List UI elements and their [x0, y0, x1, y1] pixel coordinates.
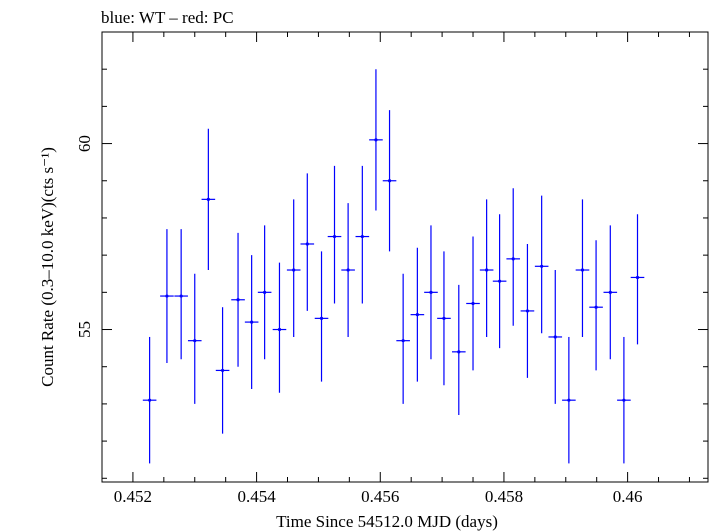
data-point	[603, 225, 618, 360]
data-point	[506, 188, 521, 326]
data-point	[382, 110, 397, 252]
point-marker	[498, 279, 502, 283]
data-point	[231, 232, 245, 367]
plot-border	[101, 31, 709, 483]
point-marker	[471, 301, 475, 306]
y-axis-label: Count Rate (0.3–10.0 keV)(cts s⁻¹)	[38, 147, 57, 387]
point-marker	[525, 309, 530, 313]
data-point	[272, 262, 287, 393]
data-point	[437, 251, 451, 386]
data-point	[174, 229, 188, 360]
point-marker	[374, 138, 378, 142]
point-marker	[220, 368, 225, 373]
data-point	[451, 284, 466, 416]
data-point	[589, 240, 603, 371]
data-point	[286, 199, 301, 337]
point-marker	[635, 275, 640, 280]
data-point	[396, 273, 410, 404]
data-point	[466, 236, 480, 371]
data-point	[562, 336, 576, 464]
plot-frame	[101, 31, 709, 483]
data-point	[187, 273, 202, 404]
data-point	[630, 214, 645, 345]
point-marker	[511, 257, 515, 261]
point-marker	[608, 290, 612, 294]
x-tick-label: 0.452	[114, 487, 152, 506]
point-marker	[567, 398, 571, 402]
data-point	[424, 225, 438, 360]
point-marker	[442, 316, 446, 320]
point-marker	[277, 327, 282, 332]
point-marker	[165, 294, 169, 298]
data-point	[244, 255, 259, 390]
data-point	[492, 214, 507, 349]
x-axis-label: Time Since 54512.0 MJD (days)	[276, 512, 498, 531]
point-marker	[553, 335, 557, 339]
data-point	[534, 195, 549, 334]
point-marker	[594, 305, 598, 309]
point-marker	[148, 398, 152, 402]
data-point	[548, 270, 563, 404]
data-point	[355, 165, 370, 304]
point-marker	[292, 268, 296, 272]
data-point	[369, 69, 383, 211]
point-marker	[179, 294, 183, 298]
data-point	[575, 199, 590, 337]
x-tick-label: 0.46	[613, 487, 643, 506]
data-point	[160, 229, 174, 363]
point-marker	[319, 316, 324, 320]
data-point	[410, 247, 425, 382]
point-marker	[206, 197, 210, 201]
point-marker	[332, 234, 337, 239]
data-points	[142, 69, 645, 464]
point-marker	[622, 398, 626, 402]
y-tick-label: 55	[75, 321, 94, 338]
point-marker	[387, 179, 392, 183]
chart-title: blue: WT – red: PC	[101, 8, 234, 27]
data-point	[314, 251, 329, 382]
data-point	[257, 225, 272, 360]
point-marker	[193, 339, 197, 343]
data-point	[617, 336, 631, 464]
data-point	[520, 243, 535, 378]
data-point	[215, 307, 230, 434]
x-tick-label: 0.454	[237, 487, 276, 506]
point-marker	[250, 320, 254, 324]
data-point	[341, 203, 355, 337]
data-point	[300, 173, 315, 311]
point-marker	[360, 234, 364, 239]
point-marker	[429, 290, 433, 294]
point-marker	[401, 339, 405, 343]
x-tick-label: 0.458	[485, 487, 523, 506]
point-marker	[236, 298, 240, 302]
point-marker	[457, 350, 461, 354]
data-point	[327, 165, 342, 304]
point-marker	[305, 242, 309, 246]
point-marker	[346, 268, 350, 272]
point-marker	[485, 268, 489, 272]
x-tick-label: 0.456	[361, 487, 399, 506]
data-point	[142, 336, 157, 464]
data-point	[479, 199, 494, 337]
point-marker	[580, 268, 585, 272]
y-tick-label: 60	[75, 135, 94, 152]
data-point	[201, 128, 216, 271]
point-marker	[263, 290, 267, 294]
y-axis-ticks: 55 60	[75, 31, 708, 479]
x-axis-ticks: 0.452 0.454 0.456 0.458 0.46	[101, 32, 690, 506]
point-marker	[415, 313, 419, 317]
point-marker	[540, 264, 544, 268]
